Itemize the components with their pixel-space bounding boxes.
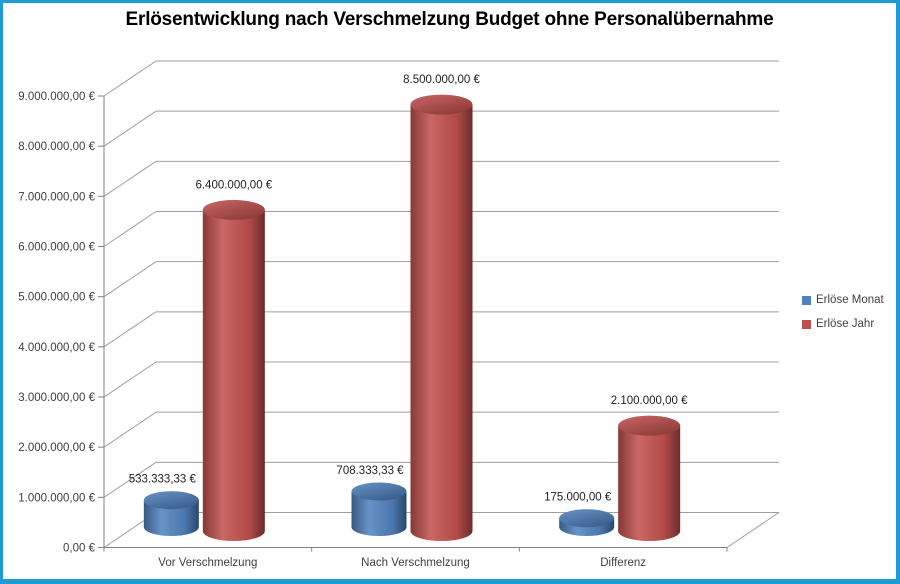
data-label: 2.100.000,00 € [611, 395, 688, 407]
cylinder-top [559, 509, 615, 528]
legend-swatch-monat-icon [802, 295, 811, 305]
legend-item-erloese-jahr: Erlöse Jahr [802, 317, 884, 331]
cylinder-top [410, 94, 473, 115]
cylinder-top [618, 415, 681, 436]
y-tick-label: 7.000.000,00 € [18, 191, 95, 203]
y-tick-label: 6.000.000,00 € [18, 242, 95, 254]
axes [103, 96, 780, 552]
data-label: 175.000,00 € [544, 492, 612, 504]
cylinder-top [202, 199, 265, 220]
data-label: 6.400.000,00 € [195, 179, 272, 191]
y-tick-label: 4.000.000,00 € [18, 342, 95, 354]
y-tick-label: 5.000.000,00 € [18, 292, 95, 304]
legend-swatch-jahr-icon [802, 319, 811, 329]
data-label: 708.333,33 € [336, 465, 404, 477]
y-tick-label: 9.000.000,00 € [18, 91, 95, 103]
legend-item-erloese-monat: Erlöse Monat [802, 293, 884, 307]
cylinder-top [143, 491, 199, 510]
y-tick-label: 0,00 € [63, 543, 96, 555]
category-label: Vor Verschmelzung [158, 557, 257, 569]
y-tick-label: 8.000.000,00 € [18, 141, 95, 153]
data-label: 533.333,33 € [129, 474, 197, 486]
cylinder-top [351, 482, 407, 501]
category-label: Differenz [600, 557, 646, 569]
data-label: 8.500.000,00 € [403, 74, 480, 86]
y-axis-tick-labels: 0,00 € 1.000.000,00 € 2.000.000,00 € 3.000.… [18, 91, 95, 555]
x-axis-category-labels: Vor Verschmelzung Nach Verschmelzung Diffe… [158, 557, 646, 569]
cylinder-body [618, 425, 681, 541]
legend-label-jahr: Erlöse Jahr [816, 318, 875, 330]
cylinders [143, 94, 681, 541]
cylinder-body [410, 104, 473, 541]
cylinder-body [143, 500, 199, 536]
data-labels: 533.333,33 € 6.400.000,00 € 708.333,33 € 8.… [129, 74, 688, 504]
chart-title: Erlösentwicklung nach Verschmelzung Budg… [125, 9, 774, 30]
cylinder-body [351, 491, 407, 536]
y-tick-label: 3.000.000,00 € [18, 392, 95, 404]
y-tick-label: 2.000.000,00 € [18, 442, 95, 454]
legend-label-monat: Erlöse Monat [816, 294, 884, 306]
category-label: Nach Verschmelzung [361, 557, 470, 569]
chart-legend: Erlöse Monat Erlöse Jahr [802, 293, 884, 341]
cylinder-body [202, 209, 265, 541]
y-tick-label: 1.000.000,00 € [18, 492, 95, 504]
